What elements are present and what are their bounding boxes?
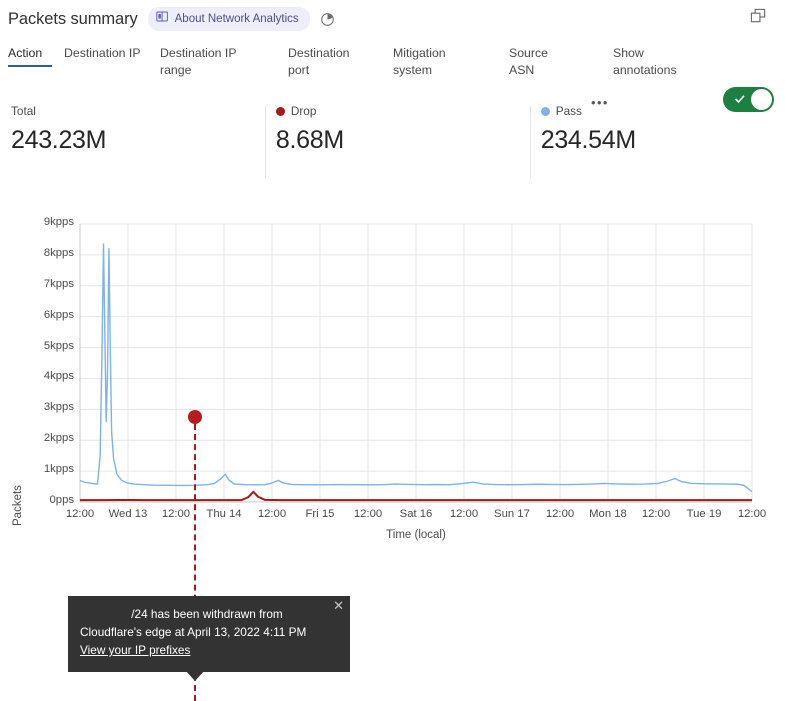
x-tick-label: Fri 15 — [305, 508, 335, 520]
tab-label: Action — [8, 46, 43, 60]
view-ip-prefixes-link[interactable]: View your IP prefixes — [80, 643, 191, 657]
chart-plot-area — [79, 223, 753, 503]
stat-label: Total — [11, 104, 265, 118]
x-tick-label: Thu 14 — [206, 508, 242, 520]
x-tick-label: 12:00 — [737, 508, 767, 520]
clock-icon[interactable] — [320, 12, 335, 27]
y-tick-label: 3kpps — [43, 401, 74, 414]
series-line-drop — [80, 490, 753, 502]
x-tick-label: 12:00 — [641, 508, 671, 520]
tab-label: Source ASN — [509, 46, 548, 77]
x-tick-label: Sat 16 — [399, 508, 433, 520]
stat-drop: Drop 8.68M — [264, 104, 530, 182]
expand-window-icon[interactable] — [750, 8, 767, 30]
active-tab-underline — [8, 65, 52, 67]
page-title: Packets summary — [8, 9, 138, 28]
packets-timeseries-chart: Packets 9kpps 8kpps 7kpps 6kpps 5kpps 4kpps 3k… — [0, 196, 785, 701]
x-tick-label: 12:00 — [449, 508, 479, 520]
tab-destination-ip[interactable]: Destination IP — [64, 45, 144, 62]
annotation-line-1: /24 has been withdrawn from — [131, 607, 283, 621]
tab-action[interactable]: Action — [8, 45, 52, 67]
tab-label: Destination port — [288, 46, 350, 77]
show-annotations-label: Show annotations — [613, 45, 693, 79]
x-tick-label: Mon 18 — [589, 508, 627, 520]
show-annotations-text: Show annotations — [613, 46, 677, 77]
tab-destination-ip-range[interactable]: Destination IP range — [160, 45, 252, 79]
x-tick-label: Wed 13 — [108, 508, 148, 520]
annotation-line-2: Cloudflare's edge at April 13, 2022 4:11… — [80, 624, 307, 639]
checkmark-icon — [734, 92, 746, 110]
stat-pass: Pass 234.54M — [529, 104, 785, 182]
stat-label: Drop — [275, 104, 530, 118]
stat-total: Total 243.23M — [0, 104, 265, 182]
y-tick-label: 1kpps — [43, 463, 74, 476]
stat-value: 234.54M — [540, 126, 637, 154]
stat-label-text: Drop — [290, 104, 317, 118]
stat-label-text: Total — [11, 104, 36, 118]
show-annotations-toggle[interactable] — [723, 87, 774, 112]
tab-label: Destination IP range — [160, 46, 237, 77]
y-tick-label: 2kpps — [43, 432, 74, 445]
x-tick-label: Sun 17 — [494, 508, 530, 520]
annotation-tooltip: ✕ /24 has been withdrawn from Cloudflare… — [68, 596, 350, 672]
y-tick-label: 5kpps — [43, 339, 74, 352]
x-tick-label: 12:00 — [257, 508, 287, 520]
annotation-tooltip-arrow — [184, 670, 205, 681]
x-tick-label: Tue 19 — [686, 508, 722, 520]
summary-stats: Total 243.23M Drop 8.68M Pass 234.54M — [0, 104, 785, 182]
close-icon[interactable]: ✕ — [333, 598, 344, 613]
y-tick-label: 7kpps — [43, 277, 74, 290]
stat-divider — [264, 106, 266, 178]
ellipsis-icon[interactable]: ••• — [591, 95, 609, 110]
series-line-pass — [79, 243, 753, 493]
annotation-marker-dot[interactable] — [187, 410, 202, 424]
x-axis-title: Time (local) — [386, 529, 446, 541]
tab-label: Mitigation system — [393, 46, 446, 77]
about-network-analytics-badge[interactable]: About Network Analytics — [147, 7, 310, 31]
stat-divider — [529, 106, 531, 178]
y-tick-label: 9kpps — [43, 216, 74, 228]
stat-label-text: Pass — [555, 104, 582, 118]
page-header: Packets summary About Network Analytics — [0, 0, 785, 38]
stat-value: 8.68M — [275, 126, 344, 154]
book-icon — [155, 10, 169, 28]
tab-mitigation-system[interactable]: Mitigation system — [393, 45, 471, 79]
y-tick-label: 4kpps — [43, 370, 74, 383]
tab-destination-port[interactable]: Destination port — [288, 45, 364, 79]
tab-source-asn[interactable]: Source ASN — [509, 45, 565, 79]
drop-legend-dot — [275, 106, 285, 116]
dimension-tabs: Action Destination IP Destination IP ran… — [0, 40, 785, 112]
y-tick-label: 6kpps — [43, 308, 74, 321]
about-badge-label: About Network Analytics — [174, 13, 299, 25]
y-tick-label: 0pps — [49, 494, 75, 506]
x-tick-label: 12:00 — [545, 508, 575, 520]
y-axis-ticks: 9kpps 8kpps 7kpps 6kpps 5kpps 4kpps 3kpps 2kpps… — [22, 196, 74, 506]
stat-label: Pass — [540, 104, 785, 118]
toggle-knob — [751, 89, 772, 110]
x-tick-label: 12:00 — [353, 508, 383, 520]
pass-legend-dot — [540, 106, 550, 116]
x-tick-label: 12:00 — [65, 508, 95, 520]
tab-label: Destination IP — [64, 46, 141, 60]
stat-value: 243.23M — [11, 126, 107, 154]
y-tick-label: 8kpps — [43, 246, 74, 259]
x-tick-label: 12:00 — [161, 508, 191, 520]
